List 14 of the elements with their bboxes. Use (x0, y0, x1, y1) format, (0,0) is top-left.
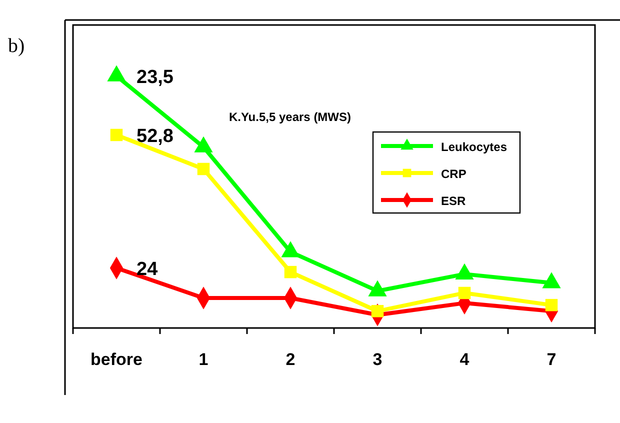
x-tick-label: 1 (198, 350, 208, 369)
legend-label: Leukocytes (441, 140, 508, 154)
legend-label: CRP (441, 167, 466, 181)
annotation: 24 (136, 259, 158, 280)
x-tick-label: 3 (372, 350, 382, 369)
text: K.Yu.5,5 years (MWS) (228, 110, 352, 124)
x-tick-label: before (90, 350, 142, 369)
annotation: 23,5 (136, 67, 174, 88)
text: b) (8, 35, 25, 57)
x-tick-label: 2 (286, 350, 296, 369)
legend-label: ESR (441, 194, 466, 208)
x-tick-label: 4 (460, 350, 470, 369)
x-tick-label: 7 (546, 350, 556, 369)
annotation: 52,8 (136, 126, 174, 147)
